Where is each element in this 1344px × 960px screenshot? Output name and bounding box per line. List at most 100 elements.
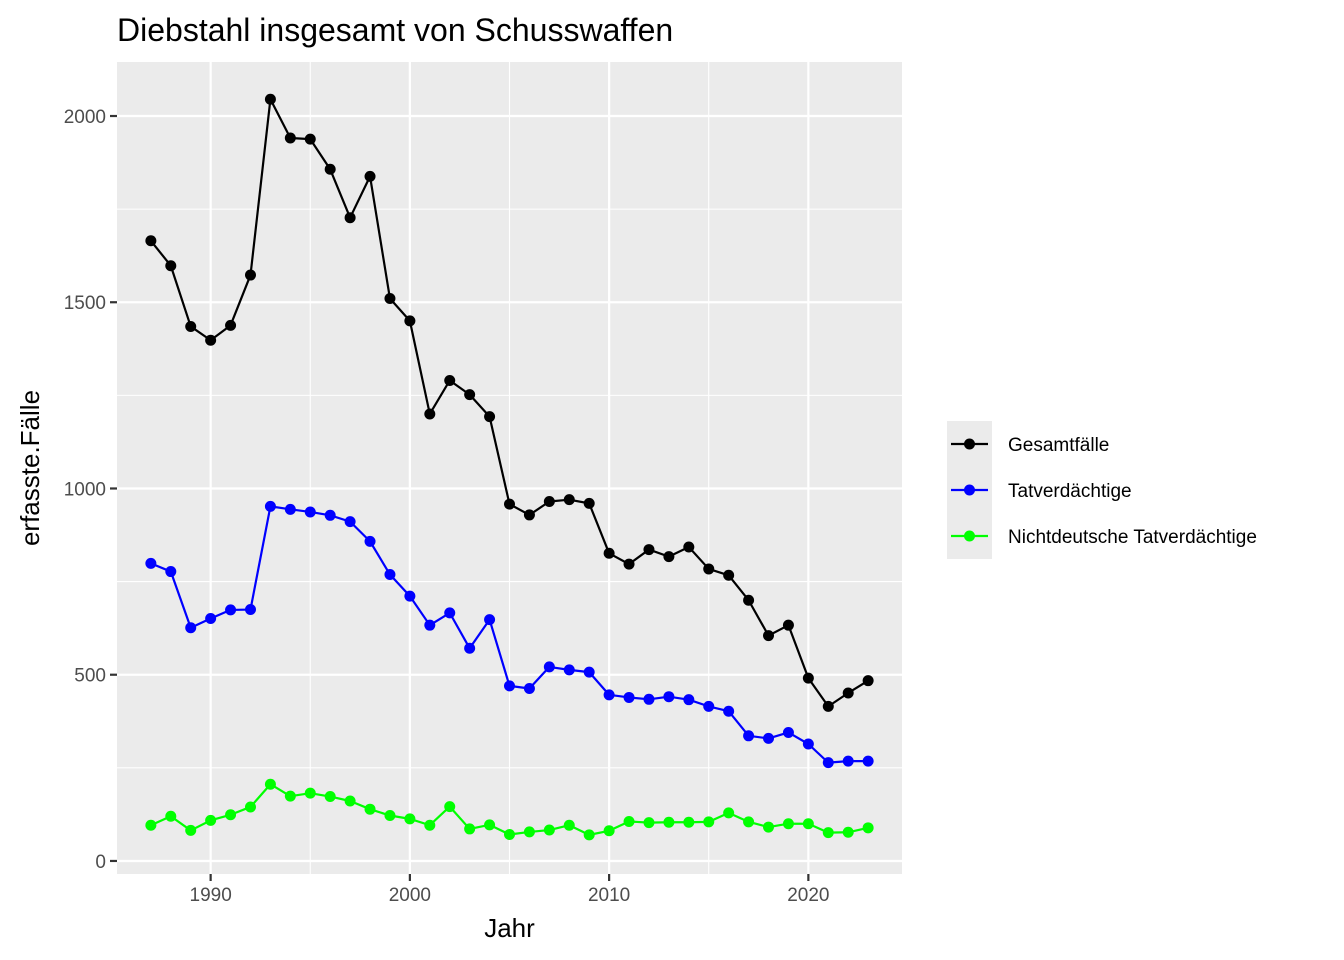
data-point [344,212,356,224]
data-point [364,170,376,182]
data-point [205,334,217,346]
data-point [802,738,814,750]
data-point [404,813,416,825]
data-point [284,503,296,515]
data-point [583,497,595,509]
data-point [344,795,356,807]
data-point [464,389,476,401]
series-layer [145,93,874,841]
x-tick-label: 2000 [389,885,431,906]
data-point [504,498,515,510]
data-point [165,566,177,578]
data-point [763,821,775,833]
data-point [643,544,655,556]
data-point [603,689,615,701]
data-point [264,500,276,512]
legend-item: Tatverdächtige [951,481,1132,502]
data-point [185,622,197,634]
data-point [205,612,217,624]
data-point [464,823,476,835]
chart-title: Diebstahl insgesamt von Schusswaffen [117,12,673,48]
data-point [663,551,675,563]
y-tick-label: 500 [74,666,106,687]
legend-key-point [964,484,975,496]
data-point [543,661,555,673]
data-point [185,824,197,836]
data-point [284,132,296,144]
data-point [244,604,256,616]
data-point [165,810,177,822]
legend-label: Nichtdeutsche Tatverdächtige [1008,527,1257,548]
data-point [185,320,197,332]
series-1 [145,93,874,712]
data-point [244,801,256,813]
data-point [583,666,595,678]
data-point [145,819,157,831]
data-point [763,630,775,642]
data-point [703,700,715,712]
data-point [743,816,755,828]
legend: Gesamtfälle Tatverdächtige Nichtdeutsche T… [947,421,1257,559]
data-point [842,826,854,838]
data-point [822,700,834,712]
data-point [324,163,336,175]
data-point [623,558,635,570]
y-tick-label: 1500 [64,293,106,314]
data-point [225,604,237,616]
y-tick-label: 0 [95,852,106,873]
data-point [683,541,695,553]
data-point [264,778,276,790]
data-point [523,683,535,695]
data-point [304,133,316,145]
data-point [802,672,814,684]
data-point [743,594,755,606]
data-point [563,819,575,831]
data-point [304,787,316,799]
data-point [444,374,456,386]
data-point [603,547,615,559]
data-point [802,818,814,830]
data-point [643,817,655,829]
data-point [404,315,416,327]
legend-label: Gesamtfälle [1008,435,1109,456]
data-point [205,814,217,826]
data-point [364,803,376,815]
data-point [782,726,794,738]
data-point [583,829,595,841]
legend-key-point [964,530,975,542]
data-point [484,411,496,423]
data-point [324,791,336,803]
data-point [703,816,715,828]
data-point [623,815,635,827]
data-point [384,569,396,581]
data-point [244,269,256,281]
data-point [663,691,675,703]
data-point [623,691,635,703]
data-point [603,825,615,837]
data-point [504,829,515,841]
data-point [484,819,496,831]
x-tick-label: 2010 [588,885,630,906]
data-point [504,680,515,692]
data-point [424,619,436,631]
data-point [424,408,436,420]
data-point [822,757,834,769]
data-point [444,801,456,813]
legend-item: Gesamtfälle [951,435,1109,456]
data-point [763,732,775,744]
data-point [464,642,476,654]
grid-minor [117,62,902,874]
data-point [842,755,854,767]
data-point [683,694,695,706]
data-point [703,563,715,575]
data-point [384,293,396,305]
series-3 [145,778,874,841]
data-point [782,818,794,830]
data-point [862,755,874,767]
data-point [543,824,555,836]
data-point [324,509,336,521]
data-point [743,730,755,742]
data-point [384,810,396,822]
x-tick-label: 1990 [190,885,232,906]
